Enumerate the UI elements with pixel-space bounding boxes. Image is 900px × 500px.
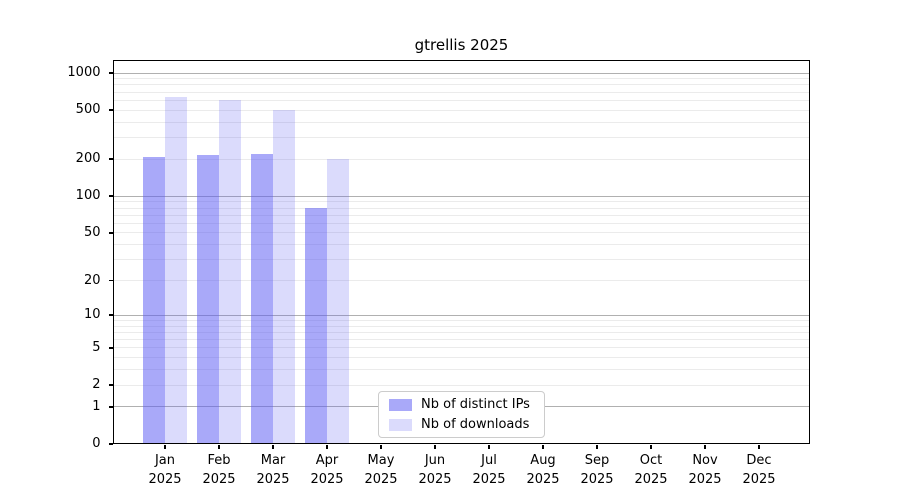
- gridline-minor: [114, 369, 809, 371]
- y-axis-tick-label: 5: [92, 339, 101, 355]
- bar-distinct-ips: [143, 156, 165, 444]
- gridline-minor: [114, 109, 809, 111]
- y-axis-tick: [108, 314, 113, 316]
- y-axis-tick: [108, 195, 113, 197]
- bar-downloads: [219, 100, 241, 444]
- x-axis-tick-label: Feb 2025: [202, 453, 236, 487]
- legend: Nb of distinct IPs Nb of downloads: [378, 391, 545, 438]
- y-axis-tick: [108, 384, 113, 386]
- x-axis-tick: [434, 444, 436, 449]
- gridline-minor: [114, 232, 809, 234]
- gridline-minor: [114, 384, 809, 386]
- x-axis-tick-label: Apr 2025: [310, 453, 344, 487]
- gridline-minor: [114, 78, 809, 80]
- y-axis-tick: [108, 72, 113, 74]
- x-axis-tick: [326, 444, 328, 449]
- x-axis-tick: [650, 444, 652, 449]
- y-axis-tick-label: 0: [92, 436, 101, 451]
- legend-item-downloads: Nb of downloads: [389, 417, 536, 432]
- y-axis-tick-label: 100: [75, 188, 101, 204]
- gridline-minor: [114, 99, 809, 101]
- y-axis-tick-label: 2: [92, 377, 101, 392]
- gridline-minor: [114, 331, 809, 333]
- y-axis-tick-label: 10: [83, 307, 101, 323]
- y-axis-tick-label: 50: [83, 224, 101, 240]
- gridline-minor: [114, 325, 809, 327]
- bar-distinct-ips: [251, 154, 273, 444]
- gridline-minor: [114, 280, 809, 281]
- gridline-major: [114, 314, 809, 316]
- x-axis-tick: [164, 444, 166, 449]
- x-axis-tick-label: May 2025: [364, 453, 398, 487]
- x-axis-tick-label: Mar 2025: [256, 453, 290, 487]
- y-axis-tick: [108, 109, 113, 111]
- x-axis-tick: [380, 444, 382, 449]
- x-axis-tick: [488, 444, 490, 449]
- x-axis-tick: [272, 444, 274, 449]
- y-axis-tick-label: 200: [75, 151, 101, 167]
- x-axis-tick-label: Sep 2025: [580, 453, 614, 487]
- gridline-minor: [114, 214, 809, 216]
- y-axis-tick-label: 1000: [67, 65, 101, 80]
- gridline-major: [114, 195, 809, 197]
- x-axis-tick: [542, 444, 544, 449]
- gridline-minor: [114, 357, 809, 359]
- y-axis-tick-label: 500: [75, 102, 101, 118]
- gridline-minor: [114, 158, 809, 160]
- x-axis-tick-label: Dec 2025: [742, 453, 776, 487]
- gridline-minor: [114, 207, 809, 209]
- x-axis-tick-label: Nov 2025: [688, 453, 722, 487]
- y-axis-tick: [108, 232, 113, 234]
- gridline-minor: [114, 259, 809, 261]
- y-axis-tick: [108, 279, 113, 282]
- gridline-major: [114, 72, 809, 74]
- x-axis-tick-label: Aug 2025: [526, 453, 560, 487]
- gridline-minor: [114, 121, 809, 123]
- x-axis-tick: [596, 444, 598, 449]
- bar-distinct-ips: [305, 208, 327, 444]
- y-axis-tick: [108, 158, 113, 160]
- chart-title: gtrellis 2025: [414, 36, 509, 54]
- gridline-minor: [114, 319, 809, 321]
- x-axis-tick: [704, 444, 706, 449]
- gridline-minor: [114, 222, 809, 224]
- y-axis-tick: [108, 406, 113, 408]
- bar-distinct-ips: [197, 154, 219, 444]
- x-axis-tick-label: Jun 2025: [418, 453, 452, 487]
- legend-label-distinct-ips: Nb of distinct IPs: [421, 397, 530, 412]
- y-axis-tick-label: 20: [83, 272, 101, 288]
- gridline-minor: [114, 339, 809, 340]
- bar-downloads: [165, 96, 187, 444]
- x-axis-tick: [218, 444, 220, 449]
- gridline-minor: [114, 347, 809, 349]
- gridline-minor: [114, 201, 809, 203]
- y-axis-tick: [108, 443, 113, 445]
- gridline-minor: [114, 137, 809, 139]
- x-axis-tick-label: Jul 2025: [472, 453, 506, 487]
- x-axis-tick: [758, 444, 760, 449]
- gridline-minor: [114, 91, 809, 93]
- bar-downloads: [273, 110, 295, 444]
- gridline-minor: [114, 244, 809, 246]
- gridline-minor: [114, 84, 809, 86]
- y-axis-tick: [108, 347, 113, 349]
- legend-swatch-distinct-ips-icon: [389, 398, 412, 411]
- legend-item-distinct-ips: Nb of distinct IPs: [389, 397, 536, 412]
- legend-swatch-downloads-icon: [389, 418, 412, 431]
- x-axis-tick-label: Oct 2025: [634, 453, 668, 487]
- x-axis-tick-label: Jan 2025: [148, 453, 182, 487]
- bar-downloads: [327, 159, 349, 444]
- legend-label-downloads: Nb of downloads: [421, 417, 530, 432]
- y-axis-tick-label: 1: [92, 398, 101, 414]
